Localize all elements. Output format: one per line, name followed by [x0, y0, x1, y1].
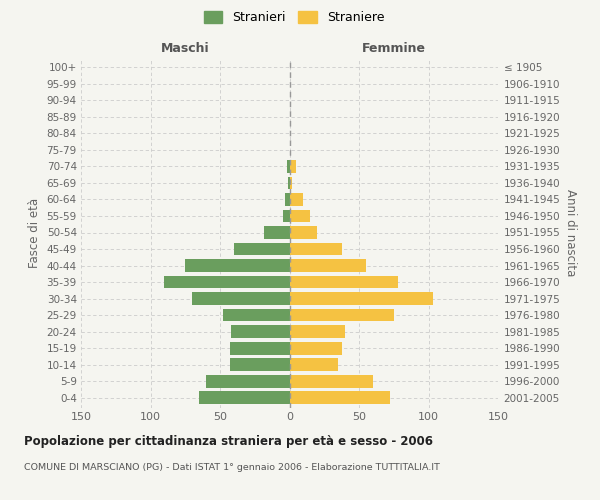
- Bar: [290, 259, 366, 272]
- Bar: [230, 358, 290, 371]
- Bar: [290, 193, 304, 206]
- Text: Popolazione per cittadinanza straniera per età e sesso - 2006: Popolazione per cittadinanza straniera p…: [24, 435, 433, 448]
- Bar: [230, 342, 290, 354]
- Bar: [231, 325, 290, 338]
- Legend: Stranieri, Straniere: Stranieri, Straniere: [199, 6, 389, 29]
- Bar: [290, 242, 343, 256]
- Bar: [287, 160, 290, 173]
- Y-axis label: Fasce di età: Fasce di età: [28, 198, 41, 268]
- Bar: [290, 391, 389, 404]
- Bar: [185, 259, 290, 272]
- Bar: [290, 342, 343, 354]
- Text: Maschi: Maschi: [161, 42, 209, 55]
- Bar: [290, 160, 296, 173]
- Bar: [290, 276, 398, 288]
- Bar: [164, 276, 290, 288]
- Bar: [206, 374, 290, 388]
- Text: Femmine: Femmine: [362, 42, 426, 55]
- Bar: [192, 292, 290, 305]
- Y-axis label: Anni di nascita: Anni di nascita: [564, 189, 577, 276]
- Bar: [290, 374, 373, 388]
- Bar: [265, 226, 290, 239]
- Bar: [234, 242, 290, 256]
- Bar: [290, 210, 310, 222]
- Bar: [286, 193, 290, 206]
- Bar: [290, 308, 394, 322]
- Bar: [290, 226, 317, 239]
- Bar: [288, 176, 290, 190]
- Bar: [283, 210, 290, 222]
- Bar: [290, 358, 338, 371]
- Bar: [223, 308, 290, 322]
- Text: COMUNE DI MARSCIANO (PG) - Dati ISTAT 1° gennaio 2006 - Elaborazione TUTTITALIA.: COMUNE DI MARSCIANO (PG) - Dati ISTAT 1°…: [24, 462, 440, 471]
- Bar: [290, 325, 345, 338]
- Bar: [199, 391, 290, 404]
- Bar: [290, 176, 292, 190]
- Bar: [290, 292, 433, 305]
